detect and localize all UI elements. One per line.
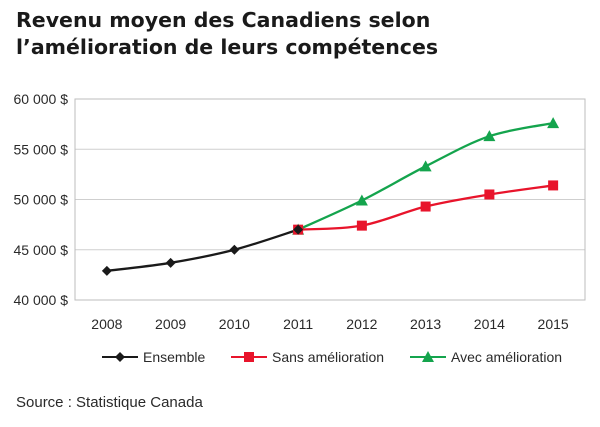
source-note: Source : Statistique Canada	[16, 394, 203, 411]
x-tick-label: 2010	[219, 316, 250, 332]
x-tick-label: 2012	[346, 316, 377, 332]
x-tick-label: 2008	[91, 316, 122, 332]
axis-tick-labels: 40 000 $ 45 000 $ 50 000 $ 55 000 $ 60 000 $…	[14, 91, 569, 332]
series-line-3	[296, 121, 555, 231]
legend-marker-1	[115, 352, 125, 362]
y-tick-label: 40 000 $	[14, 292, 69, 308]
y-tick-label: 60 000 $	[14, 91, 69, 107]
plot-frame	[74, 98, 586, 301]
x-tick-label: 2015	[538, 316, 569, 332]
data-point-series-2	[484, 189, 495, 200]
x-tick-label: 2014	[474, 316, 505, 332]
data-point-series-2	[356, 220, 367, 231]
series-lines	[101, 117, 560, 276]
legend-label-3: Avec amélioration	[451, 349, 562, 365]
data-point-series-3	[547, 117, 560, 129]
data-point-series-1	[101, 265, 112, 276]
data-point-series-2	[420, 201, 431, 212]
legend: Ensemble Sans amélioration Avec améliorati…	[102, 349, 562, 365]
x-tick-label: 2009	[155, 316, 186, 332]
x-tick-label: 2013	[410, 316, 441, 332]
y-tick-label: 45 000 $	[14, 242, 69, 258]
legend-marker-2	[244, 352, 254, 362]
data-point-series-2	[548, 180, 559, 191]
series-line-1	[105, 228, 300, 273]
data-point-series-3	[355, 194, 368, 206]
data-point-series-1	[165, 257, 176, 268]
legend-marker-3	[422, 351, 434, 362]
chart-title: Revenu moyen des Canadiens selon l’améli…	[16, 8, 439, 59]
y-tick-label: 55 000 $	[14, 141, 69, 157]
legend-label-2: Sans amélioration	[272, 349, 384, 365]
data-point-series-1	[229, 244, 240, 255]
data-point-series-1	[293, 224, 304, 235]
legend-label-1: Ensemble	[143, 349, 205, 365]
data-point-series-3	[483, 130, 496, 142]
y-tick-label: 50 000 $	[14, 192, 69, 208]
x-tick-label: 2011	[283, 316, 313, 332]
data-point-series-3	[419, 160, 432, 172]
grid-lines	[75, 148, 585, 251]
